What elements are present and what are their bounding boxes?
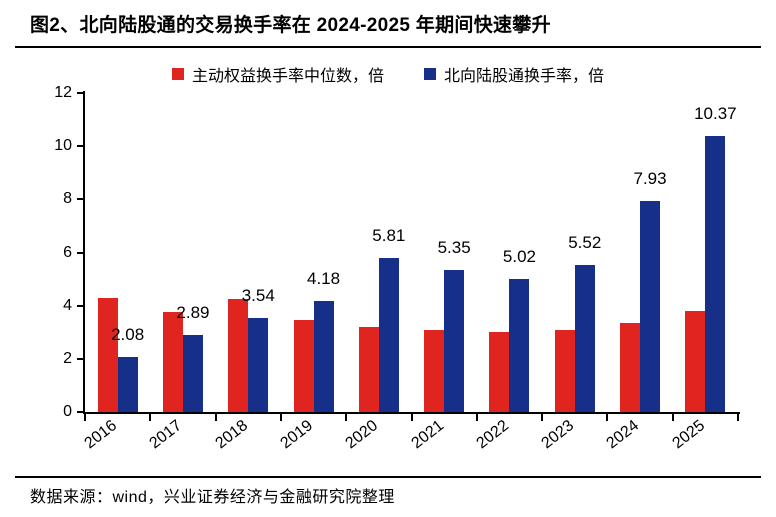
y-axis-tick-mark	[77, 92, 85, 94]
x-axis-line	[83, 412, 740, 414]
bar-2024-red	[620, 322, 641, 412]
legend-label: 主动权益换手率中位数，倍	[191, 68, 384, 85]
chart-legend: 主动权益换手率中位数，倍 北向陆股通换手率，倍	[0, 62, 776, 86]
footer-divider	[15, 476, 761, 478]
title-divider	[15, 46, 761, 48]
x-axis-label: 2021	[408, 417, 447, 453]
y-axis-tick-mark	[77, 145, 85, 148]
bar-value-label: 3.54	[241, 285, 275, 305]
x-axis-label: 2023	[538, 417, 578, 453]
x-axis-tick-mark	[214, 414, 217, 421]
figure-title: 图2、北向陆股通的交易换手率在 2024-2025 年期间快速攀升	[30, 15, 551, 36]
y-axis-tick-label: 6	[63, 243, 72, 261]
bar-value-label: 7.93	[633, 169, 667, 189]
x-axis-label: 2017	[146, 417, 186, 453]
y-axis-tick-label: 0	[63, 403, 72, 420]
y-axis-tick-label: 4	[63, 296, 72, 314]
y-axis-tick-label: 10	[54, 137, 72, 155]
x-axis-label: 2025	[669, 417, 708, 453]
y-axis-tick-label: 2	[63, 349, 72, 367]
legend-label: 北向陆股通换手率，倍	[444, 68, 605, 85]
y-axis-tick-mark	[77, 304, 85, 307]
bar-2017-red	[162, 312, 183, 412]
bar-2022-red	[489, 332, 510, 412]
bar-2025-blue	[705, 136, 726, 412]
bar-2025-red	[685, 310, 706, 412]
x-axis-tick-mark	[475, 414, 478, 421]
x-axis-tick-mark	[541, 414, 544, 421]
bar-value-label: 2.08	[111, 324, 145, 344]
bar-value-label: 5.02	[502, 246, 536, 266]
y-axis-line	[83, 91, 85, 414]
x-axis-tick-mark	[410, 414, 413, 421]
legend-item-northbound: 北向陆股通换手率，倍	[424, 62, 604, 86]
bar-value-label: 5.35	[437, 237, 471, 257]
x-axis-label: 2020	[342, 417, 382, 453]
x-axis-tick-mark	[606, 414, 609, 421]
x-axis-label: 2022	[473, 417, 512, 453]
x-axis-label: 2024	[603, 417, 643, 453]
y-axis-tick-mark	[77, 411, 85, 413]
bar-value-label: 4.18	[307, 268, 341, 288]
legend-swatch-red	[171, 68, 184, 80]
x-axis-tick-mark	[345, 414, 348, 421]
bar-2020-blue	[378, 257, 399, 412]
data-source-note: 数据来源：wind，兴业证券经济与金融研究院整理	[30, 489, 395, 506]
bar-value-label: 5.81	[372, 225, 406, 245]
bar-value-label: 2.89	[176, 303, 210, 323]
bar-2022-blue	[509, 278, 530, 412]
x-axis-tick-mark	[671, 414, 674, 421]
bar-2018-blue	[248, 317, 269, 412]
x-axis-tick-mark	[279, 414, 282, 421]
legend-item-active-equity: 主动权益换手率中位数，倍	[171, 62, 384, 86]
bar-2019-red	[293, 320, 314, 412]
bar-2021-blue	[444, 269, 465, 412]
bar-2024-blue	[640, 201, 661, 412]
bar-2017-blue	[182, 335, 203, 412]
bar-2018-red	[228, 299, 249, 412]
x-axis-tick-mark	[149, 414, 152, 421]
bar-2023-blue	[574, 265, 595, 412]
bar-2023-red	[554, 329, 575, 412]
x-axis-label: 2019	[277, 417, 317, 453]
y-axis-tick-mark	[77, 198, 85, 201]
bar-2021-red	[424, 329, 445, 412]
x-axis-label: 2016	[81, 417, 121, 453]
x-axis-label: 2018	[212, 417, 251, 453]
bar-2016-blue	[117, 356, 138, 412]
bar-2016-red	[97, 297, 118, 412]
bar-2019-blue	[313, 300, 334, 412]
x-axis-tick-mark	[84, 414, 86, 421]
bar-value-label: 5.52	[568, 233, 602, 253]
bar-2020-red	[358, 326, 379, 412]
y-axis-tick-label: 8	[63, 190, 72, 208]
y-axis-tick-mark	[77, 357, 85, 360]
x-axis-tick-mark	[737, 414, 739, 421]
bar-value-label: 10.37	[694, 104, 737, 124]
legend-swatch-blue	[424, 68, 436, 80]
y-axis-tick-label: 12	[54, 84, 72, 101]
y-axis-tick-mark	[77, 251, 85, 254]
